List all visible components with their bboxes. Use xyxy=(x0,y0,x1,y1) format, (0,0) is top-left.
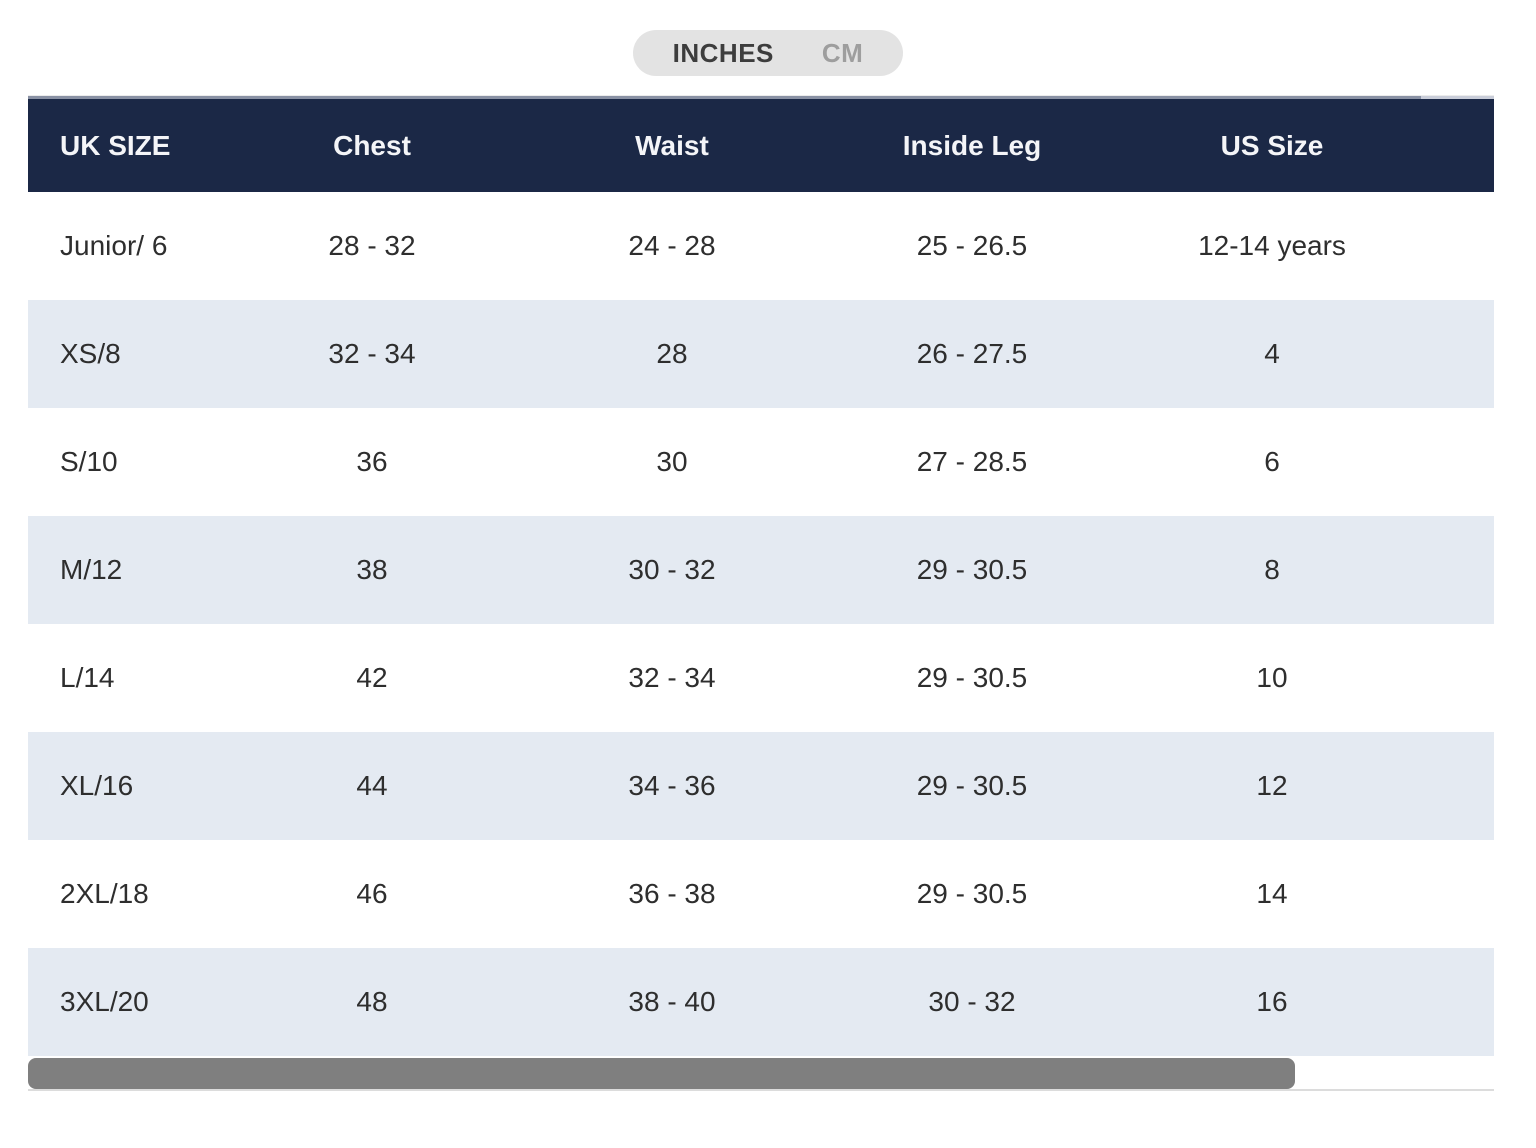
size-chart: UK SIZE Chest Waist Inside Leg US Size Junio… xyxy=(28,95,1494,1091)
header-cell: Inside Leg xyxy=(902,129,1042,161)
table-cell: 2XL/18 xyxy=(60,878,149,909)
table-cell: 3XL/20 xyxy=(60,986,149,1017)
table-cell: 4 xyxy=(1264,338,1280,369)
unit-toggle: INCHES CM xyxy=(0,0,1536,76)
table-cell: 14 xyxy=(1256,878,1288,909)
header-cell: Chest xyxy=(333,129,411,161)
table-cell: XL/16 xyxy=(60,770,134,801)
table-cell: 10 xyxy=(1256,662,1288,693)
table-cell: 32 - 34 xyxy=(328,338,416,369)
table-cell: 26 - 27.5 xyxy=(916,338,1028,369)
table-cell: S/10 xyxy=(60,446,118,477)
table-cell: 29 - 30.5 xyxy=(916,878,1028,909)
table-cell: 38 xyxy=(356,554,388,585)
table-cell: M/12 xyxy=(60,554,123,585)
table-cell: 38 - 40 xyxy=(628,986,716,1017)
toggle-option-cm[interactable]: CM xyxy=(821,37,864,68)
table-cell: 16 xyxy=(1256,986,1288,1017)
table-cell: L/14 xyxy=(60,662,115,693)
header-cell: UK SIZE xyxy=(60,129,171,161)
table-cell: 12 xyxy=(1256,770,1288,801)
top-horizontal-scrollbar[interactable] xyxy=(28,95,1494,99)
table-cell: 27 - 28.5 xyxy=(916,446,1028,477)
table-cell: 6 xyxy=(1264,446,1280,477)
table-cell: 30 - 32 xyxy=(628,554,716,585)
table-cell: 44 xyxy=(356,770,388,801)
table-cell: 28 - 32 xyxy=(328,230,416,261)
table-row: Junior/ 6 28 - 32 24 - 28 25 - 26.5 12-14 ye… xyxy=(28,192,1494,300)
table-cell: 8 xyxy=(1264,554,1280,585)
table-cell: 29 - 30.5 xyxy=(916,554,1028,585)
table-cell: 28 xyxy=(656,338,688,369)
table-cell: 25 - 26.5 xyxy=(916,230,1028,261)
header-cell: Waist xyxy=(635,129,709,161)
table-cell: 36 - 38 xyxy=(628,878,716,909)
table-row: M/12 38 30 - 32 29 - 30.5 8 xyxy=(28,516,1494,624)
table-row: 2XL/18 46 36 - 38 29 - 30.5 14 xyxy=(28,840,1494,948)
horizontal-scrollbar[interactable] xyxy=(28,1058,1494,1091)
table-cell: 12-14 years xyxy=(1198,230,1346,261)
table-row: 3XL/20 48 38 - 40 30 - 32 16 xyxy=(28,948,1494,1056)
size-table: UK SIZE Chest Waist Inside Leg US Size Junio… xyxy=(28,99,1494,1056)
table-cell: 32 - 34 xyxy=(628,662,716,693)
table-cell: 34 - 36 xyxy=(628,770,716,801)
table-cell: 36 xyxy=(356,446,388,477)
header-cell: US Size xyxy=(1220,129,1324,161)
table-row: S/10 36 30 27 - 28.5 6 xyxy=(28,408,1494,516)
table-cell: 29 - 30.5 xyxy=(916,662,1028,693)
toggle-option-inches[interactable]: INCHES xyxy=(672,37,774,68)
table-body: Junior/ 6 28 - 32 24 - 28 25 - 26.5 12-14 ye… xyxy=(28,192,1494,1056)
table-header-row: UK SIZE Chest Waist Inside Leg US Size xyxy=(28,99,1494,192)
top-scrollbar-thumb[interactable] xyxy=(28,96,1421,99)
table-cell: Junior/ 6 xyxy=(60,230,168,261)
table-cell: 48 xyxy=(356,986,388,1017)
table-row: L/14 42 32 - 34 29 - 30.5 10 xyxy=(28,624,1494,732)
table-cell: 30 xyxy=(656,446,688,477)
table-cell: 30 - 32 xyxy=(928,986,1016,1017)
table-cell: 24 - 28 xyxy=(628,230,716,261)
table-cell: XS/8 xyxy=(60,338,121,369)
scrollbar-thumb[interactable] xyxy=(28,1058,1295,1089)
table-cell: 46 xyxy=(356,878,388,909)
size-table-scroll-view[interactable]: UK SIZE Chest Waist Inside Leg US Size Junio… xyxy=(28,99,1494,1056)
table-row: XL/16 44 34 - 36 29 - 30.5 12 xyxy=(28,732,1494,840)
table-cell: 42 xyxy=(356,662,388,693)
unit-toggle-pill: INCHES CM xyxy=(632,30,904,76)
table-cell: 29 - 30.5 xyxy=(916,770,1028,801)
table-row: XS/8 32 - 34 28 26 - 27.5 4 xyxy=(28,300,1494,408)
